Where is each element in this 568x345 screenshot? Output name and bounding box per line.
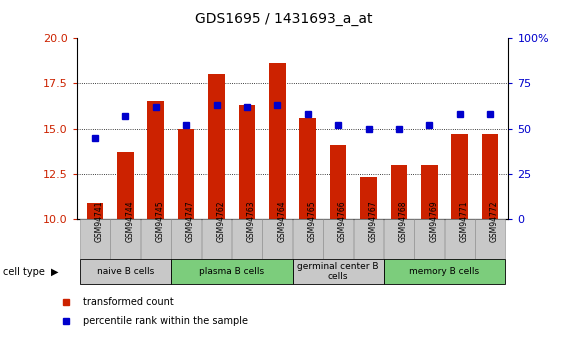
Text: GSM94741: GSM94741 [95, 200, 104, 242]
Bar [482, 134, 499, 219]
Bar [208, 74, 225, 219]
Text: percentile rank within the sample: percentile rank within the sample [83, 316, 248, 326]
Text: GSM94772: GSM94772 [490, 200, 499, 242]
Bar [141, 219, 170, 259]
Bar [110, 219, 140, 259]
Text: GSM94766: GSM94766 [338, 200, 347, 242]
Bar [202, 219, 231, 259]
Bar [269, 63, 286, 219]
Text: memory B cells: memory B cells [410, 267, 479, 276]
Text: naive B cells: naive B cells [97, 267, 154, 276]
Text: GSM94768: GSM94768 [399, 200, 408, 242]
Text: GSM94767: GSM94767 [369, 200, 378, 242]
Bar [323, 219, 353, 259]
Bar [86, 203, 103, 219]
Text: GDS1695 / 1431693_a_at: GDS1695 / 1431693_a_at [195, 12, 373, 26]
Text: transformed count: transformed count [83, 297, 174, 307]
Bar [80, 259, 171, 284]
Bar [445, 219, 475, 259]
Bar [239, 105, 255, 219]
Bar [299, 118, 316, 219]
Bar [293, 219, 323, 259]
Bar [354, 219, 383, 259]
Text: GSM94763: GSM94763 [247, 200, 256, 242]
Bar [452, 134, 468, 219]
Text: GSM94765: GSM94765 [308, 200, 317, 242]
Bar [232, 219, 262, 259]
Bar [384, 219, 414, 259]
Text: ▶: ▶ [51, 267, 59, 277]
Text: GSM94744: GSM94744 [126, 200, 134, 242]
Text: plasma B cells: plasma B cells [199, 267, 264, 276]
Text: germinal center B
cells: germinal center B cells [298, 262, 379, 282]
Bar [147, 101, 164, 219]
Bar [475, 219, 505, 259]
Text: GSM94747: GSM94747 [186, 200, 195, 242]
Bar [330, 145, 346, 219]
Bar [293, 259, 384, 284]
Bar [421, 165, 438, 219]
Bar [117, 152, 133, 219]
Bar [178, 128, 194, 219]
Text: GSM94769: GSM94769 [429, 200, 438, 242]
Bar [171, 219, 201, 259]
Text: GSM94764: GSM94764 [277, 200, 286, 242]
Bar [360, 177, 377, 219]
Bar [262, 219, 292, 259]
Bar [415, 219, 444, 259]
Bar [171, 259, 293, 284]
Bar [391, 165, 407, 219]
Bar [80, 219, 110, 259]
Text: GSM94762: GSM94762 [216, 200, 225, 242]
Text: GSM94771: GSM94771 [460, 200, 469, 242]
Bar [384, 259, 506, 284]
Text: cell type: cell type [3, 267, 45, 277]
Text: GSM94745: GSM94745 [156, 200, 165, 242]
